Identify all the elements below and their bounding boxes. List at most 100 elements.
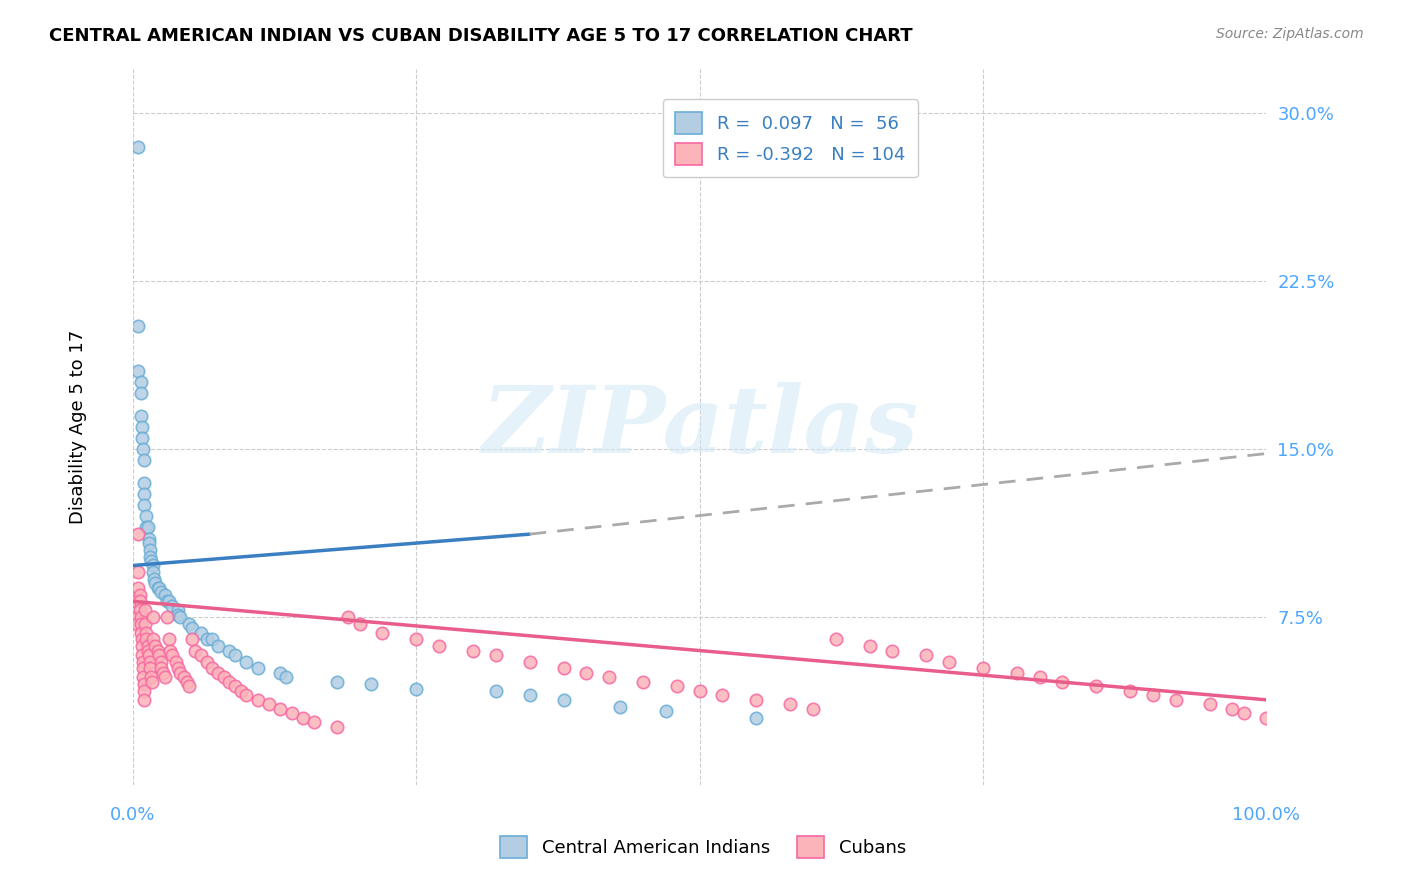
Point: [1220, 702, 1243, 716]
Point: [136, 639, 159, 653]
Point: [1085, 679, 1108, 693]
Point: [184, 643, 207, 657]
Point: [128, 603, 150, 617]
Point: [1028, 670, 1050, 684]
Point: [148, 581, 170, 595]
Point: [519, 655, 541, 669]
Point: [129, 616, 152, 631]
Point: [152, 665, 174, 680]
Point: [371, 625, 394, 640]
Point: [167, 603, 190, 617]
Point: [138, 536, 160, 550]
Point: [134, 475, 156, 490]
Point: [135, 625, 157, 640]
Point: [553, 693, 575, 707]
Point: [246, 693, 269, 707]
Point: [134, 603, 156, 617]
Point: [136, 520, 159, 534]
Point: [153, 670, 176, 684]
Point: [201, 632, 224, 647]
Point: [1119, 683, 1142, 698]
Point: [157, 594, 180, 608]
Point: [143, 572, 166, 586]
Point: [128, 594, 150, 608]
Point: [257, 698, 280, 712]
Point: [229, 683, 252, 698]
Point: [132, 661, 155, 675]
Point: [745, 693, 768, 707]
Point: [135, 632, 157, 647]
Point: [135, 509, 157, 524]
Point: [654, 704, 676, 718]
Point: [153, 588, 176, 602]
Point: [173, 670, 195, 684]
Point: [146, 581, 169, 595]
Text: 100.0%: 100.0%: [1232, 806, 1301, 824]
Point: [138, 532, 160, 546]
Point: [269, 702, 291, 716]
Point: [159, 643, 181, 657]
Point: [484, 683, 506, 698]
Legend: R =  0.097   N =  56, R = -0.392   N = 104: R = 0.097 N = 56, R = -0.392 N = 104: [662, 99, 918, 178]
Point: [128, 140, 150, 154]
Point: [824, 632, 846, 647]
Point: [129, 610, 152, 624]
Point: [224, 648, 246, 662]
Point: [180, 632, 202, 647]
Point: [218, 674, 240, 689]
Point: [207, 665, 229, 680]
Text: CENTRAL AMERICAN INDIAN VS CUBAN DISABILITY AGE 5 TO 17 CORRELATION CHART: CENTRAL AMERICAN INDIAN VS CUBAN DISABIL…: [49, 27, 912, 45]
Text: ZIPatlas: ZIPatlas: [481, 382, 918, 472]
Point: [128, 565, 150, 579]
Point: [405, 681, 427, 696]
Point: [142, 558, 165, 573]
Point: [156, 594, 179, 608]
Point: [326, 674, 349, 689]
Point: [484, 648, 506, 662]
Point: [145, 639, 167, 653]
Point: [134, 677, 156, 691]
Point: [195, 632, 218, 647]
Point: [132, 670, 155, 684]
Point: [128, 581, 150, 595]
Point: [1164, 693, 1187, 707]
Point: [224, 679, 246, 693]
Point: [212, 670, 235, 684]
Point: [665, 679, 688, 693]
Point: [1005, 665, 1028, 680]
Point: [156, 610, 179, 624]
Point: [139, 661, 162, 675]
Point: [139, 554, 162, 568]
Point: [801, 702, 824, 716]
Point: [180, 621, 202, 635]
Point: [337, 610, 360, 624]
Point: [134, 498, 156, 512]
Point: [134, 693, 156, 707]
Point: [427, 639, 450, 653]
Point: [150, 655, 173, 669]
Point: [195, 655, 218, 669]
Point: [131, 431, 153, 445]
Point: [631, 674, 654, 689]
Point: [1256, 711, 1278, 725]
Point: [150, 585, 173, 599]
Point: [134, 616, 156, 631]
Point: [128, 527, 150, 541]
Point: [779, 698, 801, 712]
Point: [146, 643, 169, 657]
Point: [274, 670, 297, 684]
Point: [575, 665, 598, 680]
Point: [915, 648, 938, 662]
Point: [128, 318, 150, 333]
Point: [169, 610, 191, 624]
Point: [131, 639, 153, 653]
Point: [167, 661, 190, 675]
Point: [711, 689, 734, 703]
Point: [179, 616, 201, 631]
Point: [162, 648, 184, 662]
Point: [1198, 698, 1220, 712]
Point: [689, 683, 711, 698]
Point: [235, 655, 257, 669]
Point: [1052, 674, 1074, 689]
Point: [218, 643, 240, 657]
